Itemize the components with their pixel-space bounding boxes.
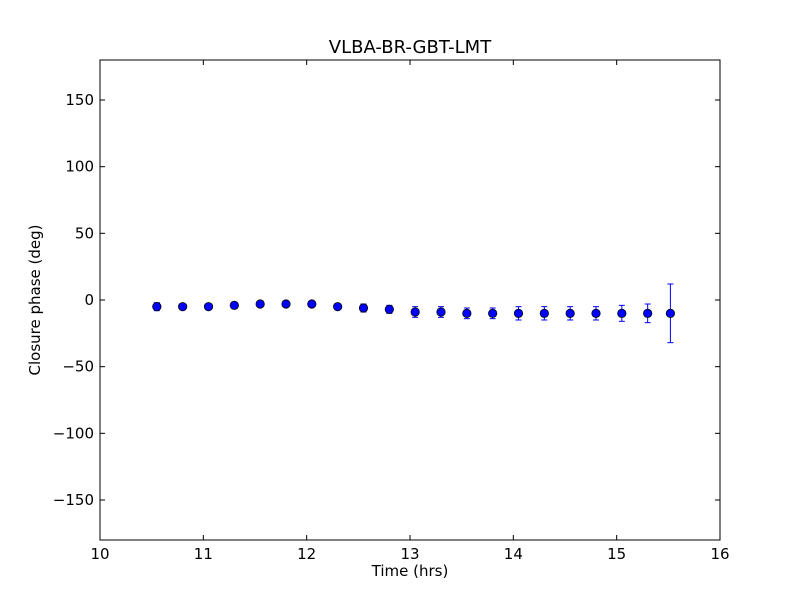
y-tick-label: 100 [65,158,94,176]
data-point [643,308,653,318]
y-axis-label: Closure phase (deg) [26,225,44,376]
x-tick-label: 13 [400,545,419,563]
data-point [178,302,188,312]
data-point [358,303,369,313]
data-point [565,308,575,318]
chart-title: VLBA-BR-GBT-LMT [329,37,492,58]
data-point [591,308,601,318]
data-point [462,308,472,318]
y-tick-label: 50 [75,224,94,242]
data-point [281,299,291,309]
data-layer [152,283,676,344]
data-point [255,299,265,309]
data-point [152,302,162,312]
x-tick-label: 12 [297,545,316,563]
y-tick-label: −50 [62,358,94,376]
data-point [513,308,524,318]
x-tick-label: 14 [504,545,523,563]
data-point [436,307,446,317]
data-point [307,299,317,309]
y-tick-label: −150 [53,491,94,509]
x-tick-label: 10 [90,545,109,563]
x-tick-label: 16 [710,545,729,563]
data-point [539,308,549,318]
data-point [203,302,214,312]
tick-layer: 10 11 12 13 14 15 16 150 100 50 0 −50 −100 −150 [53,60,730,563]
x-axis-label: Time (hrs) [371,562,449,580]
y-tick-label: 150 [65,91,94,109]
data-point [229,300,239,310]
data-point [384,304,394,314]
data-point [665,308,676,318]
y-tick-label: 0 [84,291,94,309]
y-tick-label: −100 [53,424,94,442]
x-tick-label: 15 [607,545,626,563]
data-point [333,302,343,312]
data-point [488,308,498,318]
data-point [617,308,627,318]
x-tick-label: 11 [194,545,213,563]
data-point [410,307,420,317]
